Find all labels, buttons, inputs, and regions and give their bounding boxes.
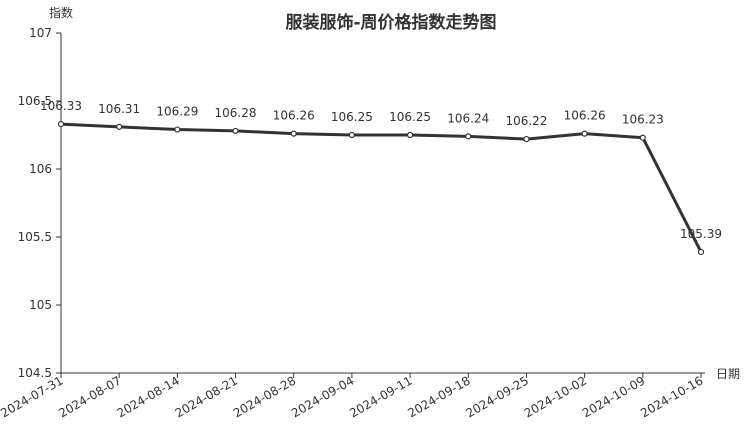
data-point	[57, 121, 65, 128]
data-point	[406, 131, 414, 139]
data-label: 106.22	[505, 114, 547, 128]
data-label: 106.26	[273, 109, 315, 123]
x-tick-label: 2024-08-28	[231, 373, 298, 420]
data-label: 106.26	[564, 109, 606, 123]
x-tick-label: 2024-09-11	[347, 373, 414, 420]
y-tick-label: 107	[29, 26, 52, 40]
data-point	[348, 131, 356, 139]
y-tick-label: 105	[29, 298, 52, 312]
data-label: 106.29	[156, 105, 198, 119]
x-tick-label: 2024-09-18	[405, 373, 472, 420]
data-point	[465, 133, 472, 140]
data-point	[639, 134, 646, 141]
data-point	[290, 130, 297, 137]
data-label: 106.31	[98, 102, 140, 116]
data-label: 106.28	[215, 106, 257, 120]
x-tick-label: 2024-07-31	[0, 373, 66, 420]
data-point	[697, 248, 705, 256]
data-label: 106.25	[331, 110, 373, 124]
y-tick-label: 106	[29, 162, 52, 176]
x-tick-label: 2024-08-21	[173, 373, 240, 420]
x-tick-label: 2024-10-16	[638, 373, 705, 420]
y-tick-label: 104.5	[18, 366, 52, 380]
data-label: 106.23	[622, 113, 664, 127]
x-tick-label: 2024-08-14	[114, 373, 181, 420]
y-tick-label: 105.5	[18, 230, 52, 244]
data-point	[523, 135, 530, 143]
data-point	[232, 127, 239, 135]
x-axis-label: 日期	[716, 367, 740, 381]
data-label: 105.39	[680, 227, 722, 241]
x-tick-label: 2024-10-09	[580, 373, 647, 420]
data-point	[116, 123, 123, 130]
data-label: 106.33	[40, 99, 82, 113]
data-point	[581, 130, 588, 137]
y-tick-label: 106.5	[18, 94, 52, 108]
data-label: 106.25	[389, 110, 431, 124]
series-line	[60, 122, 703, 253]
data-label: 106.24	[447, 111, 489, 125]
x-tick-label: 2024-08-07	[56, 373, 123, 420]
x-tick-label: 2024-09-25	[464, 373, 531, 420]
data-point	[174, 126, 181, 133]
x-tick-label: 2024-09-04	[289, 373, 356, 420]
y-axis-label: 指数	[49, 5, 73, 20]
chart-title: 服装服饰-周价格指数走势图	[285, 12, 496, 33]
x-tick-label: 2024-10-02	[522, 373, 589, 420]
